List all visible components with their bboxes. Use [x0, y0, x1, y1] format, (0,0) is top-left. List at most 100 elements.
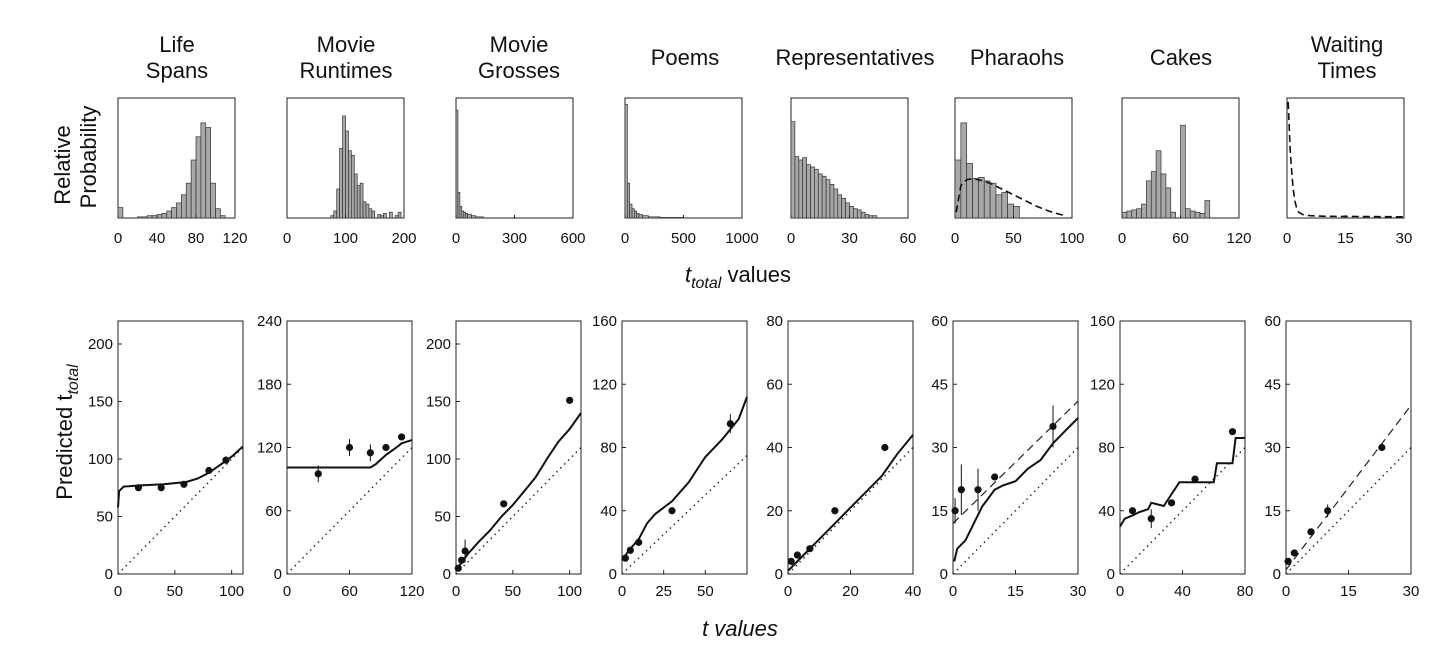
- data-point: [205, 466, 213, 475]
- histogram-bar: [348, 150, 352, 219]
- x-tick-label: 0: [784, 583, 792, 600]
- histogram-bar: [642, 215, 649, 219]
- data-point: [1128, 507, 1137, 515]
- plot-frame: [787, 320, 914, 575]
- top-xlabel-rest: values: [721, 262, 791, 287]
- histogram-bar: [1121, 211, 1128, 219]
- y-tick-label: 30: [1264, 440, 1281, 457]
- histogram-bar: [872, 215, 878, 219]
- data-point: [134, 484, 143, 492]
- y-tick-label: 40: [766, 440, 783, 457]
- x-tick-label: 0: [114, 230, 122, 247]
- data-point: [1167, 499, 1176, 507]
- x-tick-label: 50: [697, 583, 714, 600]
- histogram-bar: [171, 207, 177, 219]
- histogram-bar: [989, 182, 997, 219]
- plot-frame: [117, 320, 244, 575]
- histogram-bar: [849, 206, 854, 219]
- y-tick-label: 0: [775, 566, 783, 583]
- x-tick-label: 100: [1059, 230, 1084, 247]
- dashed-prediction-line: [1285, 404, 1412, 571]
- data-point: [668, 507, 676, 515]
- histogram-bar: [629, 203, 633, 219]
- panel-title: Cakes: [1150, 45, 1212, 70]
- x-tick-label: 200: [391, 230, 416, 247]
- data-point: [157, 484, 165, 492]
- x-tick-label: 20: [842, 583, 859, 600]
- histogram-bar: [362, 201, 367, 219]
- histogram-bar: [1155, 150, 1162, 219]
- histogram-bar: [368, 208, 373, 219]
- histogram-bar: [853, 208, 858, 219]
- y-tick-label: 160: [1090, 313, 1115, 330]
- x-tick-label: 80: [188, 230, 205, 247]
- plot-frame: [117, 97, 236, 219]
- identity-line: [1119, 447, 1246, 575]
- x-tick-label: 0: [452, 583, 460, 600]
- x-tick-label: 100: [333, 230, 358, 247]
- y-tick-label: 0: [609, 566, 617, 583]
- data-point: [881, 443, 889, 452]
- histogram-bar: [845, 202, 850, 219]
- model-prediction-line: [287, 439, 413, 469]
- histogram-bar: [467, 214, 472, 219]
- data-point: [1378, 443, 1386, 452]
- histogram-bar: [389, 211, 393, 219]
- histogram-bar: [1141, 203, 1147, 219]
- bottom-panel-6: 0 15 30 0 15 30 45 60: [931, 313, 1086, 600]
- y-tick-label: 50: [96, 509, 113, 526]
- data-point: [957, 486, 965, 494]
- x-tick-label: 25: [655, 583, 672, 600]
- x-tick-label: 0: [114, 583, 122, 600]
- panel-title: Pharaohs: [970, 45, 1064, 70]
- data-point: [806, 545, 814, 553]
- y-tick-label: 15: [931, 503, 948, 520]
- histogram-bar: [1165, 187, 1172, 219]
- panel-title: Spans: [146, 58, 208, 83]
- histogram-bar: [978, 177, 985, 219]
- data-point: [726, 420, 734, 428]
- histogram-bar: [995, 194, 1003, 219]
- histogram-bar: [181, 194, 187, 219]
- data-point: [1191, 475, 1199, 483]
- y-tick-label: 30: [931, 440, 948, 457]
- histogram-bar: [353, 173, 358, 219]
- histogram-bar: [166, 210, 172, 219]
- histogram-bar: [833, 188, 839, 219]
- histogram-bar: [966, 163, 973, 219]
- y-tick-label: 200: [426, 336, 451, 353]
- bottom-y-axis-label: Predicted ttotal: [52, 364, 82, 500]
- histogram-bar: [380, 215, 384, 219]
- x-tick-label: 40: [149, 230, 166, 247]
- x-tick-label: 30: [1070, 583, 1087, 600]
- x-tick-label: 30: [1396, 230, 1413, 247]
- x-tick-label: 0: [1118, 230, 1126, 247]
- y-tick-label: 0: [443, 566, 451, 583]
- bottom-panel-5: 0 20 40 0 20 40 60 80: [766, 313, 921, 600]
- data-point: [345, 443, 354, 452]
- y-tick-label: 80: [600, 440, 617, 457]
- histogram-bar: [821, 175, 827, 219]
- y-tick-label: 80: [1098, 440, 1115, 457]
- histogram-bar: [455, 109, 459, 219]
- histogram-bar: [356, 185, 361, 219]
- x-tick-label: 40: [1174, 583, 1191, 600]
- histogram-bar: [377, 214, 381, 219]
- x-tick-label: 0: [283, 583, 291, 600]
- bottom-x-axis-label: t values: [702, 616, 778, 641]
- y-tick-label: 100: [88, 451, 113, 468]
- histogram-bar: [960, 122, 968, 219]
- histogram-bar: [1013, 206, 1020, 219]
- prior-curve: [955, 177, 1067, 217]
- histogram-bar: [1185, 208, 1191, 219]
- x-tick-label: 0: [618, 583, 626, 600]
- data-point: [1228, 428, 1237, 436]
- top-x-axis-label: ttotal values: [685, 262, 791, 292]
- plot-frame: [1285, 320, 1412, 575]
- histogram-bar: [210, 182, 216, 219]
- histogram-bar: [339, 148, 343, 219]
- x-tick-label: 100: [557, 583, 582, 600]
- data-point: [974, 486, 982, 494]
